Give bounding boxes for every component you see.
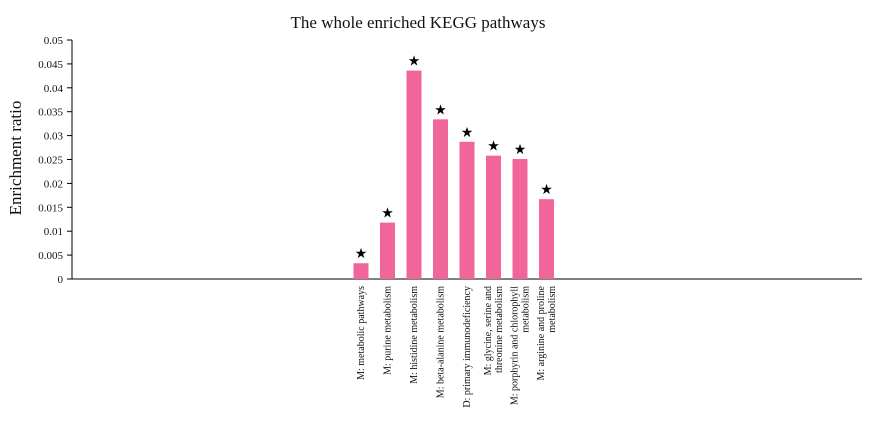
y-tick-label: 0.025 (38, 155, 63, 167)
y-tick-label: 0.015 (38, 202, 63, 214)
x-tick-label-line: M: beta-alanine metabolism (436, 286, 447, 398)
x-tick-label-line: threonine metabolism (494, 286, 505, 373)
bar (433, 119, 448, 280)
y-tick-label: 0.04 (44, 83, 64, 95)
significance-markers: ★ ★ ★ ★ ★ ★ ★ ★ (355, 54, 553, 263)
x-tick-label-line: M: porphyrin and chlorophyll (510, 286, 521, 405)
significance-star: ★ (408, 54, 421, 70)
bar (406, 70, 422, 279)
x-tick-label-line: D: primary immunodeficiency (462, 286, 473, 408)
x-tick-label-line: metabolism (547, 286, 558, 333)
significance-star: ★ (434, 102, 447, 118)
bar (486, 155, 501, 279)
x-tick-label-line: M: histidine metabolism (409, 286, 420, 384)
x-tick-label: M: beta-alanine metabolism (436, 286, 447, 398)
x-tick-label-line: M: arginine and proline (536, 285, 547, 380)
x-tick-label-line: M: metabolic pathways (356, 286, 367, 380)
bar (380, 222, 395, 279)
bar (512, 159, 528, 279)
y-axis-label: Enrichment ratio (6, 101, 25, 216)
x-tick-label: M: histidine metabolism (409, 286, 420, 384)
significance-star: ★ (514, 142, 527, 158)
x-tick-label: M: purine metabolism (383, 286, 394, 375)
significance-star: ★ (461, 125, 474, 141)
bars (353, 70, 554, 280)
significance-star: ★ (487, 139, 500, 155)
y-ticks: 0 0.005 0.01 0.015 0.02 0.025 0.03 0.035 0.04 0.0… (38, 35, 72, 286)
x-tick-label-line: metabolism (521, 286, 532, 333)
x-tick-label: M: porphyrin and chlorophyll metabolism (510, 286, 532, 405)
x-tick-label: D: primary immunodeficiency (462, 286, 473, 408)
bar (459, 141, 475, 279)
chart-title: The whole enriched KEGG pathways (291, 13, 546, 32)
bar (539, 199, 554, 279)
significance-star: ★ (540, 182, 553, 198)
y-tick-label: 0.005 (38, 250, 63, 262)
significance-star: ★ (355, 246, 368, 262)
x-tick-labels: M: metabolic pathways M: purine metabolis… (356, 285, 558, 407)
x-tick-label-line: M: glycine, serine and (483, 286, 494, 375)
y-tick-label: 0.02 (44, 178, 63, 190)
x-tick-label-line: M: purine metabolism (383, 286, 394, 375)
y-tick-label: 0.035 (38, 107, 63, 119)
x-tick-label: M: arginine and proline metabolism (536, 285, 558, 380)
y-tick-label: 0.045 (38, 59, 63, 71)
y-tick-label: 0.05 (44, 35, 64, 47)
y-tick-label: 0.03 (44, 131, 64, 143)
significance-star: ★ (381, 206, 394, 222)
bar (353, 263, 369, 279)
y-tick-label: 0.01 (44, 226, 63, 238)
x-tick-label: M: glycine, serine and threonine metaboli… (483, 286, 505, 376)
x-tick-label: M: metabolic pathways (356, 286, 367, 380)
y-tick-label: 0 (58, 274, 64, 286)
